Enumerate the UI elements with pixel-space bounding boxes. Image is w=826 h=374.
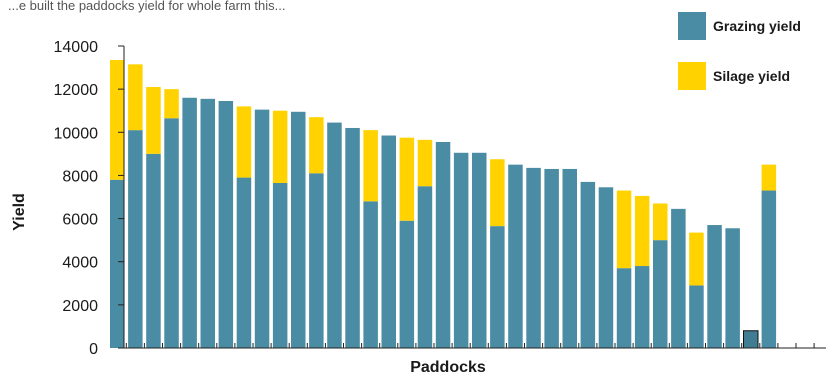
bar-grazing	[472, 152, 487, 348]
bar-grazing	[653, 240, 668, 348]
legend-label-grazing: Grazing yield	[713, 18, 801, 34]
legend-label-silage: Silage yield	[713, 68, 790, 84]
bar-grazing	[309, 173, 324, 348]
bar-grazing	[236, 177, 252, 348]
bar-grazing	[110, 179, 125, 348]
y-tick-label: 12000	[54, 82, 99, 99]
bar-grazing	[146, 153, 161, 348]
bar-silage	[689, 232, 704, 286]
bar-grazing	[345, 127, 360, 348]
y-ticks-group: 0 2000 4000 6000 8000 10000 12000 14000	[54, 39, 124, 358]
y-tick-label: 0	[89, 341, 98, 358]
y-axis-title: Yield	[11, 193, 28, 231]
bar-grazing	[508, 164, 523, 348]
bar-silage	[146, 86, 161, 154]
bar-grazing	[272, 182, 288, 348]
bar-grazing	[417, 186, 433, 348]
top-caption: ...e built the paddocks yield for whole …	[8, 0, 285, 13]
legend-swatch-grazing	[678, 12, 706, 40]
bar-grazing	[526, 167, 541, 348]
y-tick-label: 14000	[54, 39, 99, 56]
bar-grazing	[291, 111, 306, 349]
bar-grazing	[580, 181, 596, 348]
bar-silage	[164, 89, 179, 119]
bar-silage	[309, 117, 324, 174]
y-tick-label: 6000	[62, 212, 98, 229]
bar-grazing	[544, 168, 559, 348]
x-axis-title: Paddocks	[410, 359, 486, 374]
y-tick-label: 4000	[62, 255, 98, 272]
bar-silage	[417, 139, 433, 187]
bar-silage	[272, 110, 288, 183]
bar-silage	[490, 159, 505, 227]
bar-grazing	[164, 118, 179, 348]
bar-grazing	[218, 101, 234, 348]
bar-grazing	[381, 135, 396, 348]
bar-silage	[110, 60, 125, 180]
bar-grazing	[182, 97, 197, 349]
bar-grazing	[562, 168, 577, 348]
bar-silage	[634, 195, 650, 267]
bar-grazing	[743, 330, 759, 349]
bar-grazing	[707, 225, 722, 348]
bar-grazing	[689, 285, 704, 348]
bar-grazing	[598, 187, 614, 348]
bar-grazing	[363, 201, 378, 348]
bar-grazing	[399, 220, 415, 348]
bar-grazing	[725, 228, 740, 348]
y-tick-label: 10000	[54, 125, 99, 142]
legend-swatch-silage	[678, 62, 706, 90]
y-tick-label: 2000	[62, 298, 98, 315]
bar-grazing	[200, 98, 215, 348]
bar-grazing	[634, 266, 650, 348]
bar-grazing	[671, 208, 686, 348]
bar-grazing	[616, 268, 632, 348]
bar-silage	[616, 190, 632, 269]
bar-grazing	[254, 109, 270, 348]
bar-silage	[128, 64, 143, 131]
bars-group	[110, 60, 777, 349]
bar-grazing	[327, 122, 342, 348]
bar-silage	[761, 164, 777, 191]
x-ticks-group	[125, 343, 815, 348]
bar-grazing	[761, 190, 777, 348]
bar-silage	[653, 203, 668, 241]
bar-grazing	[453, 152, 469, 348]
bar-grazing	[490, 226, 505, 348]
bar-silage	[236, 106, 252, 178]
bar-silage	[399, 137, 415, 221]
bar-grazing	[128, 130, 143, 348]
y-tick-label: 8000	[62, 168, 98, 185]
bar-silage	[363, 130, 378, 202]
bar-grazing	[435, 141, 451, 348]
